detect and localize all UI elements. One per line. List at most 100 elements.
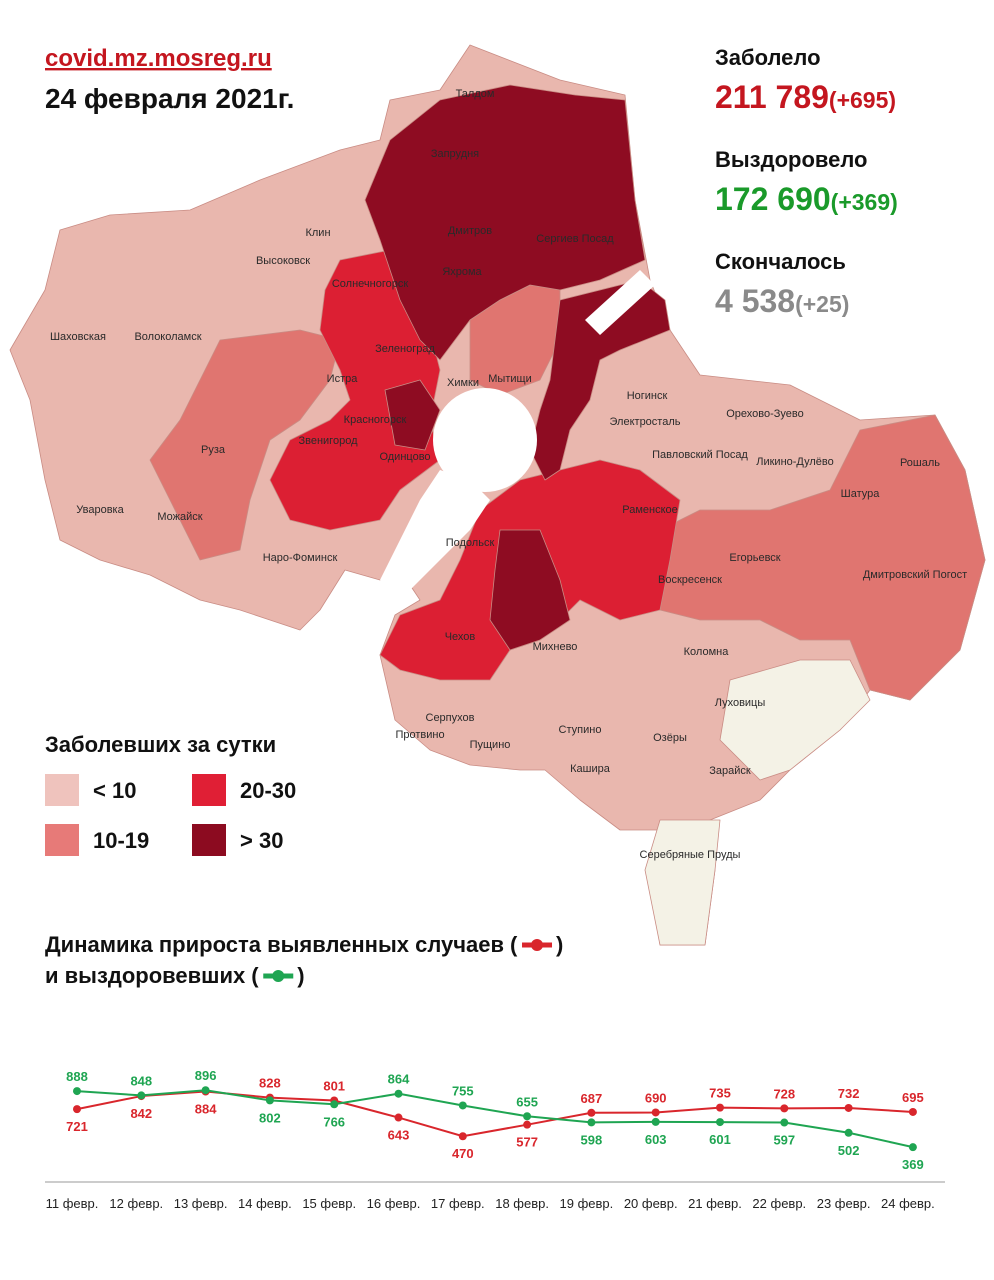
data-point xyxy=(844,1103,853,1112)
x-tick-label: 12 февр. xyxy=(109,1196,163,1211)
map-label: Химки xyxy=(447,377,479,389)
map-label: Серпухов xyxy=(426,712,475,724)
data-label: 755 xyxy=(452,1083,474,1098)
map-label: Рошаль xyxy=(900,457,940,469)
chart-title: и выздоровевших( xyxy=(45,963,259,988)
data-label: 884 xyxy=(195,1102,217,1117)
map-label: Шатура xyxy=(841,488,881,500)
map-label: Озёры xyxy=(653,732,687,744)
region-medium xyxy=(639,414,986,701)
map-label: Егорьевск xyxy=(729,552,780,564)
region-none xyxy=(719,659,871,781)
stat-label: Скончалось xyxy=(715,249,846,274)
data-label: 470 xyxy=(452,1146,474,1161)
map-label: Сергиев Посад xyxy=(536,233,614,245)
x-tick-label: 11 февр. xyxy=(46,1196,99,1211)
map-label: Высоковск xyxy=(256,255,310,267)
data-label: 848 xyxy=(130,1073,152,1088)
map-label: Кашира xyxy=(570,763,611,775)
stat-value: 172 690(+369) xyxy=(715,181,898,217)
data-point xyxy=(523,1120,532,1129)
data-point xyxy=(458,1101,467,1110)
data-label: 695 xyxy=(902,1090,924,1105)
data-label: 598 xyxy=(581,1132,603,1147)
x-tick-label: 17 февр. xyxy=(431,1196,485,1211)
map-label: Павловский Посад xyxy=(652,449,748,461)
map-label: Пущино xyxy=(470,739,511,751)
stat-label: Заболело xyxy=(715,45,821,70)
map-label: Волоколамск xyxy=(134,331,201,343)
legend-swatch xyxy=(192,824,226,856)
data-label: 896 xyxy=(195,1068,217,1083)
data-label: 655 xyxy=(516,1094,538,1109)
map-label: Истра xyxy=(327,373,359,385)
legend-label: 10-19 xyxy=(93,828,149,853)
data-label: 690 xyxy=(645,1090,667,1105)
data-label: 802 xyxy=(259,1110,281,1125)
map-label: Серебряные Пруды xyxy=(640,849,741,861)
data-label: 801 xyxy=(323,1078,345,1093)
legend-dot xyxy=(272,970,285,982)
map-label: Дмитровский Погост xyxy=(863,569,967,581)
data-point xyxy=(651,1108,660,1117)
x-tick-label: 21 февр. xyxy=(688,1196,742,1211)
legend-label: < 10 xyxy=(93,778,136,803)
region-very-high xyxy=(364,84,646,361)
data-point xyxy=(201,1086,210,1095)
stat-number: 172 690 xyxy=(715,181,831,217)
data-point xyxy=(330,1100,339,1109)
map-label: Подольск xyxy=(446,537,495,549)
map-gap xyxy=(585,270,655,335)
data-point xyxy=(265,1096,274,1105)
data-point xyxy=(394,1113,403,1122)
data-point xyxy=(844,1128,853,1137)
data-label: 842 xyxy=(130,1106,152,1121)
data-label: 601 xyxy=(709,1132,731,1147)
x-tick-label: 23 февр. xyxy=(817,1196,871,1211)
stat-delta: (+369) xyxy=(831,189,898,215)
data-point xyxy=(716,1103,724,1112)
map-label: Ступино xyxy=(559,724,602,736)
map-label: Красногорск xyxy=(344,414,407,426)
x-tick-label: 22 февр. xyxy=(752,1196,806,1211)
map-label: Ногинск xyxy=(627,390,668,402)
map-label: Протвино xyxy=(395,729,444,741)
data-point xyxy=(394,1089,403,1098)
legend-bracket: ( xyxy=(251,963,259,988)
region-very-high xyxy=(529,279,671,481)
title-text: Динамика прироста выявленных случаев xyxy=(45,932,504,957)
moscow-new xyxy=(380,470,490,600)
data-point xyxy=(908,1143,917,1152)
map-label: Яхрома xyxy=(442,266,482,278)
title-text: и выздоровевших xyxy=(45,963,246,988)
map-label: Звенигород xyxy=(298,435,358,447)
map-label: Коломна xyxy=(684,646,730,658)
map-label: Клин xyxy=(305,227,330,239)
map-label: Ликино-Дулёво xyxy=(756,456,834,468)
data-point xyxy=(716,1118,724,1127)
x-tick-label: 13 февр. xyxy=(174,1196,228,1211)
line-chart: Динамика прироста выявленных случаев()вы… xyxy=(45,932,945,1211)
data-label: 687 xyxy=(581,1091,603,1106)
map-label: Электросталь xyxy=(610,416,681,428)
region-very-high xyxy=(384,379,441,451)
map-labels: Талдом Запрудня Дмитров Сергиев Посад Яхрома… xyxy=(50,88,967,861)
legend-swatch xyxy=(45,774,79,806)
x-tick-label: 16 февр. xyxy=(367,1196,421,1211)
legend-title: Заболевших за сутки xyxy=(45,732,276,757)
legend-dot xyxy=(531,939,544,951)
data-point xyxy=(587,1118,596,1127)
map-label: Орехово-Зуево xyxy=(726,408,804,420)
legend-bracket: ) xyxy=(297,963,304,988)
map-label: Зарайск xyxy=(709,765,751,777)
stat-delta: (+25) xyxy=(795,291,849,317)
data-label: 828 xyxy=(259,1076,281,1091)
map-label: Одинцово xyxy=(379,451,430,463)
data-point xyxy=(587,1108,596,1117)
data-point xyxy=(780,1118,789,1127)
map-label: Михнево xyxy=(533,641,578,653)
x-tick-label: 20 февр. xyxy=(624,1196,678,1211)
date: 24 февраля 2021г. xyxy=(45,83,294,114)
legend-label: > 30 xyxy=(240,828,283,853)
